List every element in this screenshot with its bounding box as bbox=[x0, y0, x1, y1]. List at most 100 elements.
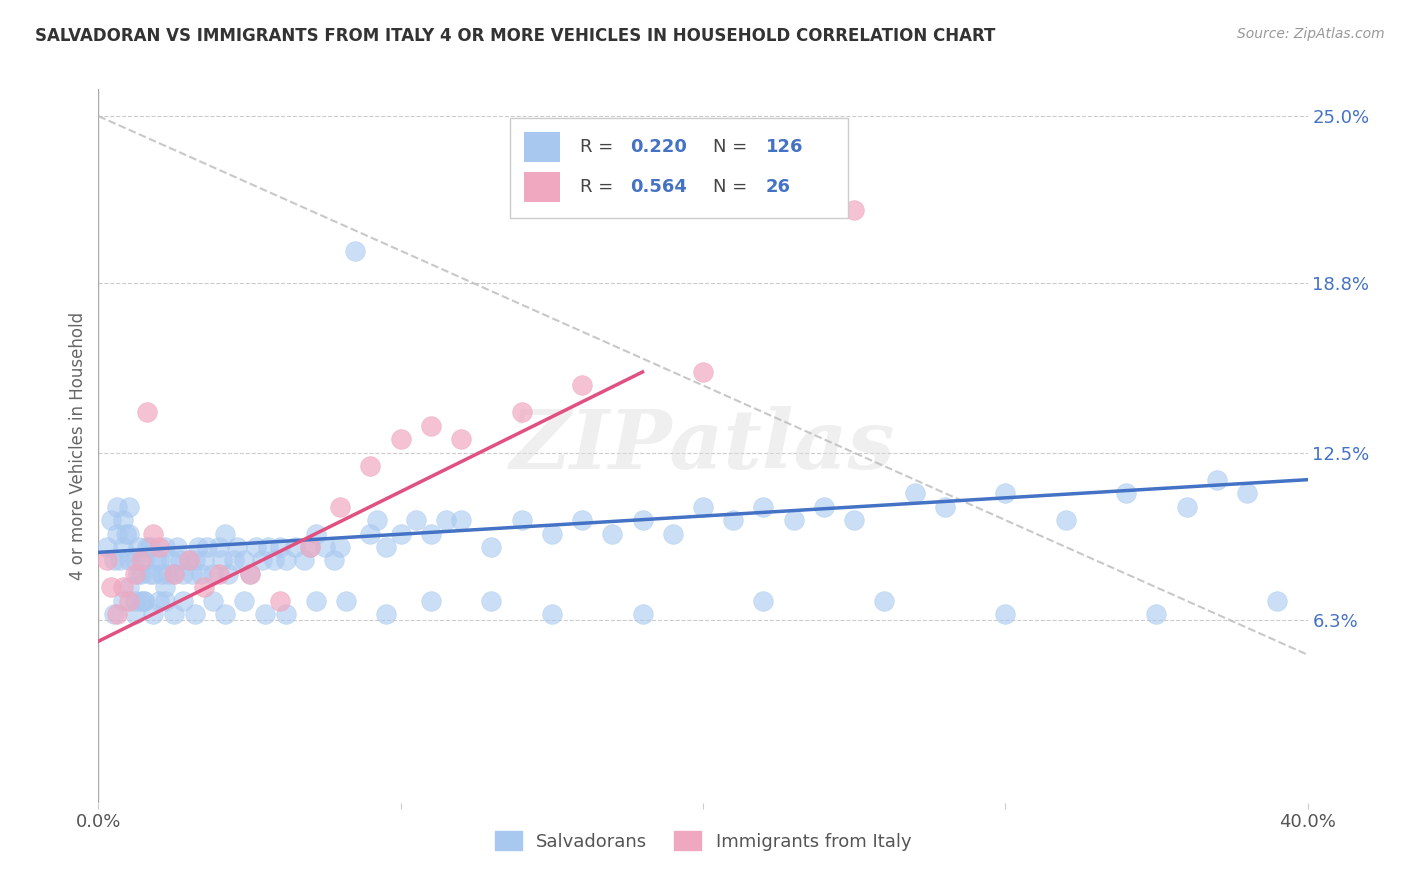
Point bbox=[602, 526, 624, 541]
Point bbox=[305, 526, 328, 541]
Point bbox=[96, 540, 118, 554]
Point bbox=[752, 500, 775, 514]
Point bbox=[450, 513, 472, 527]
Point bbox=[631, 513, 654, 527]
Point bbox=[129, 566, 152, 581]
Text: Source: ZipAtlas.com: Source: ZipAtlas.com bbox=[1237, 27, 1385, 41]
Point bbox=[148, 553, 170, 567]
Point bbox=[156, 566, 179, 581]
Point bbox=[166, 540, 188, 554]
Text: R =: R = bbox=[579, 138, 619, 156]
Point bbox=[111, 580, 134, 594]
Point bbox=[873, 594, 896, 608]
Point bbox=[153, 540, 176, 554]
Point bbox=[1236, 486, 1258, 500]
Point bbox=[269, 594, 291, 608]
Point bbox=[239, 566, 262, 581]
Point bbox=[124, 566, 146, 581]
Point bbox=[100, 580, 122, 594]
Point bbox=[150, 566, 173, 581]
Point bbox=[783, 513, 806, 527]
Point bbox=[202, 594, 225, 608]
Point bbox=[111, 513, 134, 527]
Text: N =: N = bbox=[713, 138, 752, 156]
Point bbox=[1206, 473, 1229, 487]
Point bbox=[510, 513, 533, 527]
Point bbox=[256, 540, 278, 554]
Bar bbox=[524, 172, 561, 202]
Point bbox=[169, 553, 191, 567]
Point bbox=[190, 566, 212, 581]
Point bbox=[481, 540, 503, 554]
Point bbox=[420, 526, 443, 541]
Point bbox=[904, 486, 927, 500]
Point bbox=[239, 566, 262, 581]
Point bbox=[217, 566, 239, 581]
Point bbox=[510, 405, 533, 419]
Point bbox=[127, 566, 149, 581]
Point bbox=[661, 526, 683, 541]
Point bbox=[274, 553, 297, 567]
Point bbox=[124, 607, 146, 622]
Point bbox=[723, 513, 745, 527]
Point bbox=[145, 553, 167, 567]
Point bbox=[232, 594, 254, 608]
Point bbox=[299, 540, 322, 554]
Point bbox=[111, 594, 134, 608]
Point bbox=[1175, 500, 1198, 514]
Point bbox=[160, 553, 183, 567]
Point bbox=[692, 365, 714, 379]
Point bbox=[323, 553, 346, 567]
Point bbox=[366, 513, 388, 527]
Point bbox=[1054, 513, 1077, 527]
Point bbox=[184, 553, 207, 567]
Point bbox=[96, 553, 118, 567]
Point bbox=[360, 459, 382, 474]
Point bbox=[329, 540, 352, 554]
Point bbox=[179, 553, 201, 567]
Point bbox=[148, 540, 170, 554]
Point bbox=[299, 540, 322, 554]
Point bbox=[540, 526, 562, 541]
Point bbox=[692, 500, 714, 514]
Point bbox=[214, 607, 236, 622]
Bar bbox=[524, 132, 561, 162]
Point bbox=[153, 580, 176, 594]
Text: 26: 26 bbox=[766, 178, 792, 196]
Point bbox=[142, 566, 165, 581]
Point bbox=[389, 432, 412, 446]
Point bbox=[263, 553, 285, 567]
Point bbox=[389, 526, 412, 541]
Point bbox=[103, 553, 125, 567]
Point bbox=[540, 607, 562, 622]
Point bbox=[813, 500, 835, 514]
Text: SALVADORAN VS IMMIGRANTS FROM ITALY 4 OR MORE VEHICLES IN HOUSEHOLD CORRELATION : SALVADORAN VS IMMIGRANTS FROM ITALY 4 OR… bbox=[35, 27, 995, 45]
Text: N =: N = bbox=[713, 178, 752, 196]
Point bbox=[118, 580, 141, 594]
Point bbox=[163, 607, 186, 622]
Point bbox=[153, 594, 176, 608]
Point bbox=[274, 607, 297, 622]
Point bbox=[124, 553, 146, 567]
Point bbox=[118, 526, 141, 541]
Point bbox=[481, 594, 503, 608]
Point bbox=[314, 540, 336, 554]
Point bbox=[214, 526, 236, 541]
Point bbox=[245, 540, 267, 554]
Point bbox=[374, 607, 396, 622]
Point bbox=[344, 244, 367, 258]
Point bbox=[1115, 486, 1137, 500]
Point bbox=[329, 500, 352, 514]
Point bbox=[226, 540, 249, 554]
Point bbox=[108, 553, 131, 567]
Point bbox=[211, 553, 233, 567]
Point bbox=[631, 607, 654, 622]
Point bbox=[142, 526, 165, 541]
Point bbox=[269, 540, 291, 554]
Point bbox=[193, 580, 215, 594]
Point bbox=[202, 566, 225, 581]
Point bbox=[420, 594, 443, 608]
Point bbox=[374, 540, 396, 554]
Point bbox=[335, 594, 357, 608]
Point bbox=[139, 540, 162, 554]
